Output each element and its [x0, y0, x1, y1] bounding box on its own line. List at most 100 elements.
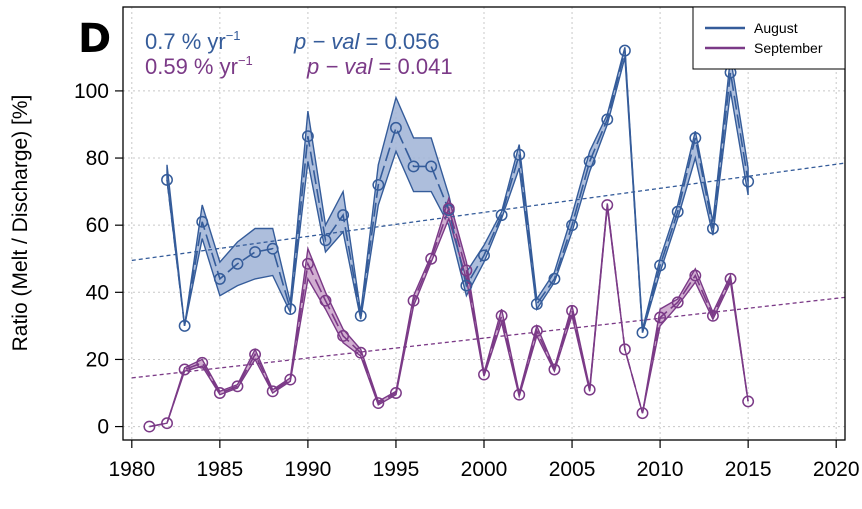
august-point [513, 148, 526, 161]
september-point [671, 296, 684, 309]
september-point [249, 348, 262, 361]
y-tick-label: 80 [86, 147, 109, 170]
august-point [530, 298, 543, 311]
september-point [284, 373, 297, 386]
september-point [319, 294, 332, 307]
legend-label-september: September [754, 40, 823, 56]
september-point [689, 269, 702, 282]
september-point [425, 252, 438, 265]
september-trend-annotation: 0.59 % yr−1 [145, 53, 253, 79]
september-point [178, 363, 191, 376]
legend-label-august: August [754, 20, 798, 36]
august-point [231, 257, 244, 270]
grid [123, 7, 845, 440]
september-trend-rate: 0.59 % yr [145, 54, 238, 79]
x-tick-label: 2015 [725, 458, 772, 481]
september-point [161, 417, 173, 430]
september-point [724, 272, 737, 285]
august-point [266, 242, 279, 255]
x-tick-label: 1990 [285, 458, 332, 481]
august-point [319, 234, 332, 247]
august-point [213, 272, 226, 285]
september-point [654, 311, 667, 324]
august-point [478, 249, 490, 262]
september-trend-line [131, 296, 846, 379]
september-point [231, 380, 244, 393]
august-point [601, 113, 614, 126]
y-tick-label: 0 [97, 416, 109, 439]
august-point [742, 175, 755, 188]
august-point [390, 121, 402, 134]
y-tick-label: 100 [74, 80, 109, 103]
september-point [213, 387, 226, 399]
september-pval-label: p − val [306, 54, 374, 79]
legend: August September [692, 6, 846, 70]
september-point [354, 346, 367, 359]
august-point [407, 160, 420, 173]
september-point [618, 343, 631, 356]
september-point [266, 385, 279, 398]
september-point [372, 397, 385, 410]
x-tick-label: 2005 [549, 458, 596, 481]
august-line [166, 50, 749, 333]
august-point [654, 259, 667, 272]
august-trend-annotation: 0.7 % yr−1 [145, 28, 241, 54]
august-point [636, 326, 649, 339]
august-point [460, 279, 473, 292]
september-point [601, 199, 614, 211]
august-point [583, 155, 596, 168]
august-point [354, 309, 367, 322]
september-point [143, 420, 156, 433]
august-point [425, 160, 438, 173]
september-point [495, 309, 508, 322]
september-point [742, 395, 755, 408]
trend-lines [131, 162, 846, 379]
x-tick-label: 1980 [108, 458, 155, 481]
september-line [149, 204, 749, 428]
august-trend-line [131, 162, 846, 262]
plot-frame [122, 6, 846, 441]
september-point [337, 329, 350, 342]
september-trend-rate-exponent: −1 [238, 53, 253, 68]
september-point [548, 363, 561, 376]
september-pval: p − val = 0.041 [306, 54, 453, 79]
x-tick-label: 2020 [813, 458, 860, 481]
y-axis-label: Ratio (Melt / Discharge) [%] [9, 95, 32, 352]
august-point [689, 131, 702, 144]
august-point [618, 44, 631, 57]
y-tick-label: 40 [86, 281, 109, 304]
august-point [196, 215, 209, 228]
august-point [249, 246, 262, 258]
august-point [495, 209, 508, 222]
august-point [337, 209, 350, 222]
august-point [548, 272, 561, 285]
september-point [706, 309, 719, 322]
august-band [166, 47, 749, 333]
september-point [460, 264, 473, 277]
august-point [566, 219, 578, 232]
september-pval-value: = 0.041 [372, 54, 452, 79]
september-point [390, 387, 402, 399]
x-tick-label: 1985 [196, 458, 243, 481]
data-markers [143, 44, 755, 433]
august-point [161, 173, 173, 186]
august-point [372, 178, 385, 191]
x-tick-label: 2010 [637, 458, 684, 481]
september-point [407, 294, 420, 307]
series-lines [149, 50, 749, 428]
legend-box [692, 6, 846, 70]
august-point [301, 130, 314, 143]
panel-label: D [78, 16, 111, 62]
september-point [530, 324, 543, 337]
september-point [442, 202, 455, 215]
september-point [566, 304, 578, 317]
august-pval-value: = 0.056 [359, 29, 439, 54]
august-point [284, 303, 297, 316]
september-point [301, 257, 314, 270]
uncertainty-bands [149, 47, 749, 428]
y-tick-label: 60 [86, 214, 109, 237]
axes: 1980 1985 1990 1995 2000 2005 2010 2015 2020 0 20 4… [74, 80, 860, 481]
august-pval-label: p − val [293, 29, 361, 54]
august-point [671, 205, 684, 218]
